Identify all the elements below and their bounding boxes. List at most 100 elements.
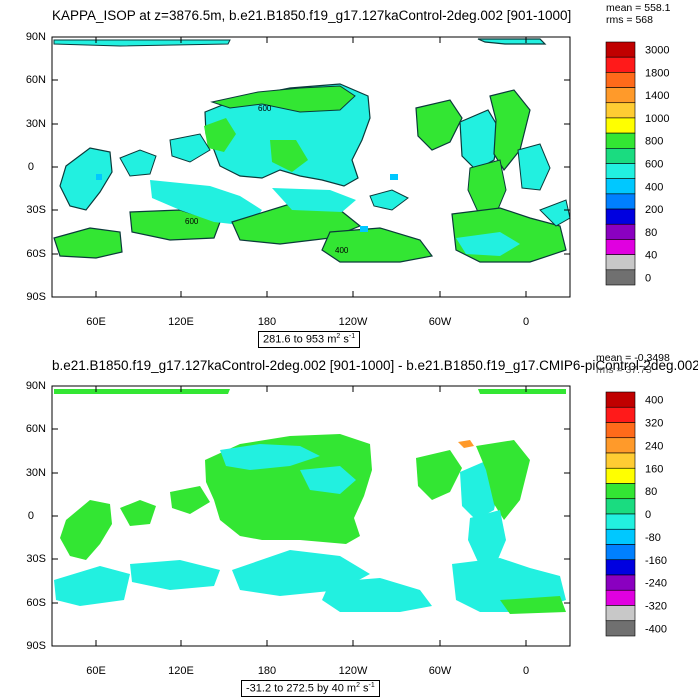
panel1-range-exp2: -1: [348, 333, 356, 340]
p2-eurasia-cyan: [220, 444, 320, 470]
panel2-colorbar: 400 320 240 160 80 0 -80 -160 -240 -320 -400: [605, 391, 667, 637]
colorbar-swatch: [605, 193, 636, 210]
colorbar-label: 800: [645, 136, 663, 148]
panel1-map: 600 600 400: [51, 36, 571, 298]
colorbar-swatch: [605, 208, 636, 225]
p1-lat-60s: 60S: [26, 248, 46, 260]
colorbar-swatch: [605, 72, 636, 88]
colorbar-label: 3000: [645, 45, 669, 57]
blue-patch-3: [96, 174, 102, 180]
colorbar-label: 600: [645, 159, 663, 171]
p2-lon-120e: 120E: [168, 665, 194, 677]
colorbar-swatch: [605, 102, 636, 119]
p1-lon-60e: 60E: [86, 316, 106, 328]
china-green: [204, 118, 236, 152]
panel2-rms: rms = 37.73: [596, 364, 652, 376]
india-green: [270, 140, 308, 172]
panel1-range-unit: s: [340, 333, 349, 346]
colorbar-swatch: [605, 422, 636, 439]
colorbar-swatch: [605, 437, 636, 454]
p2-lat-60s: 60S: [26, 597, 46, 609]
colorbar-label: 160: [645, 463, 663, 475]
p2-lat-30s: 30S: [26, 553, 46, 565]
colorbar-swatch: [605, 269, 636, 286]
p2-lat-30n: 30N: [25, 467, 46, 479]
colorbar-swatch: [605, 223, 636, 240]
panel1-range-box: 281.6 to 953 m2 s-1: [258, 331, 361, 348]
colorbar-label: 400: [645, 181, 663, 193]
colorbar-label: -400: [645, 623, 667, 635]
colorbar-label: 1000: [645, 113, 669, 125]
colorbar-swatch: [605, 589, 636, 606]
p2-west: [60, 500, 112, 560]
p2-south-cyan-left: [54, 566, 130, 606]
p2-lat-60n: 60N: [25, 423, 46, 435]
p1-lon-60w: 60W: [428, 316, 452, 328]
panel1-ticks: [52, 36, 570, 298]
greenland-north: [477, 38, 547, 45]
colorbar-swatch: [605, 163, 636, 179]
colorbar-label: -80: [645, 532, 661, 544]
p2-lat-90n: 90N: [25, 380, 46, 392]
p2-lon-60e: 60E: [86, 665, 106, 677]
p2-lat-90s: 90S: [26, 640, 46, 652]
colorbar-swatch: [605, 498, 636, 515]
colorbar-label: 80: [645, 486, 657, 498]
colorbar-label: 400: [645, 395, 663, 407]
colorbar-swatch: [605, 620, 636, 637]
south-cyan-band: [150, 180, 262, 226]
p2-south-america: [322, 578, 432, 612]
colorbar-swatch: [605, 87, 636, 104]
panel1-range-text: 281.6 to 953 m: [263, 333, 337, 346]
p1-lat-0: 0: [27, 161, 34, 173]
colorbar-swatch: [605, 452, 636, 469]
p2-lon-60w: 60W: [428, 665, 452, 677]
colorbar-swatch: [605, 605, 636, 622]
panel1-range-exp: 2: [336, 333, 341, 340]
panel1-title: KAPPA_ISOP at z=3876.5m, b.e21.B1850.f19…: [52, 8, 572, 23]
p2-eurasia-cyan2: [300, 466, 356, 494]
contour-label-3: 400: [335, 246, 349, 255]
west-islands-2: [169, 133, 211, 163]
p1-lat-30n: 30N: [25, 118, 46, 130]
panel2-range-unit: s: [359, 682, 369, 695]
colorbar-swatch: [605, 544, 636, 561]
colorbar-swatch: [605, 559, 636, 576]
west-islands: [119, 149, 157, 177]
colorbar-label: -160: [645, 555, 667, 567]
p2-central-am: [468, 510, 506, 564]
colorbar-label: 240: [645, 440, 663, 452]
colorbar-label: 320: [645, 418, 663, 430]
south-east-cyan: [456, 232, 520, 256]
north-america-cyan: [459, 109, 501, 171]
south-landmass-left: [53, 227, 123, 259]
p2-arctic: [54, 389, 230, 394]
europe-east-cyan: [517, 143, 551, 191]
contour-label-1: 600: [258, 104, 272, 113]
colorbar-swatch: [605, 406, 636, 423]
eurasia-green: [210, 85, 356, 113]
small-island: [369, 189, 409, 211]
colorbar-label: -320: [645, 601, 667, 613]
p2-lon-0: 0: [522, 665, 530, 677]
colorbar-label: -240: [645, 578, 667, 590]
p2-west-islands: [120, 500, 156, 526]
panel2-range-exp2: -1: [368, 682, 375, 689]
p2-south-cyan-mid: [130, 560, 220, 590]
colorbar-label: 40: [645, 250, 657, 262]
panel2-range-text: -31.2 to 272.5 by 40 m: [246, 682, 357, 695]
arctic-land: [53, 39, 231, 47]
colorbar-label: 0: [645, 272, 651, 284]
p2-lon-120w: 120W: [338, 665, 368, 677]
colorbar-swatch: [605, 528, 636, 545]
p1-lat-30s: 30S: [26, 204, 46, 216]
panel1-rms: rms = 568: [606, 14, 653, 26]
p2-na-green: [416, 450, 462, 500]
colorbar-swatch: [605, 41, 636, 58]
p1-lat-90n: 90N: [25, 31, 46, 43]
colorbar-swatch: [605, 483, 636, 500]
p1-lat-90s: 90S: [26, 291, 46, 303]
p1-lon-0: 0: [522, 316, 530, 328]
p1-lon-120e: 120E: [168, 316, 194, 328]
